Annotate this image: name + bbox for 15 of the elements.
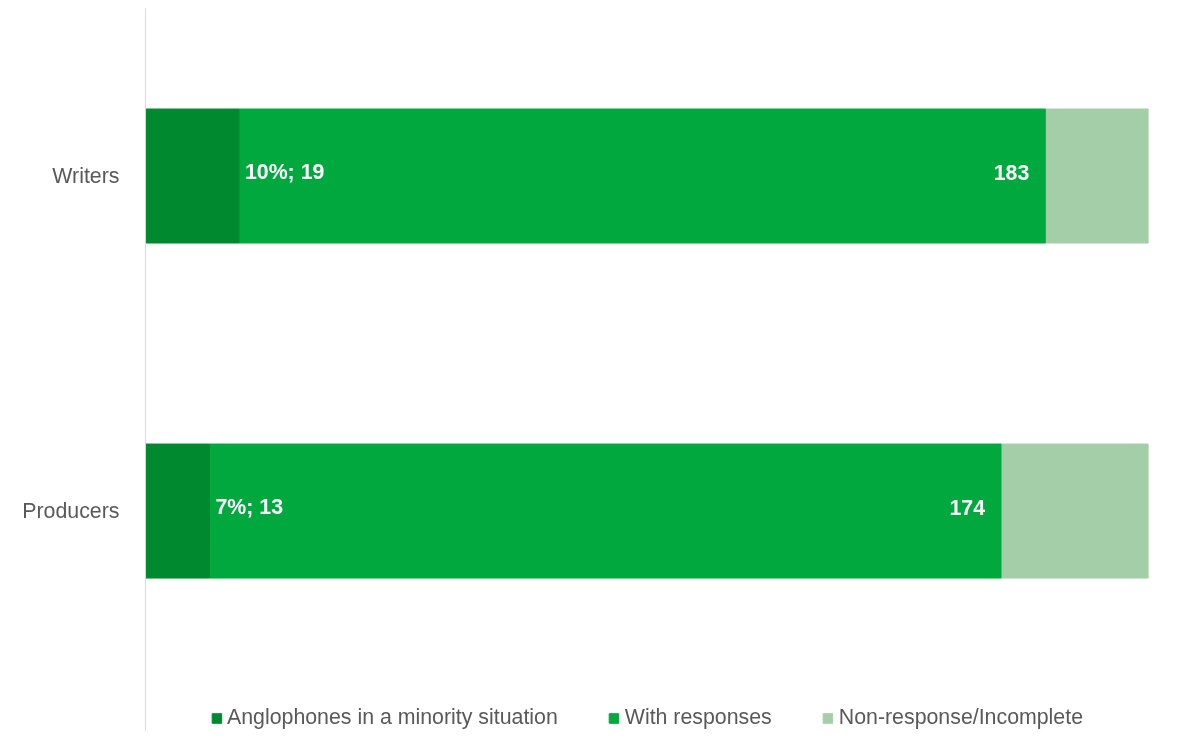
data-label: 7%; 13	[215, 495, 284, 520]
y-tick-label: Writers	[52, 164, 120, 189]
legend-label: With responses	[624, 705, 772, 730]
legend-label: Non-response/Incomplete	[838, 705, 1084, 730]
annotation: 183	[993, 160, 1030, 185]
bar	[145, 443, 210, 579]
bar	[1044, 108, 1149, 244]
annotation: 174	[949, 495, 986, 520]
bar	[1000, 443, 1149, 579]
bar	[208, 443, 1002, 579]
bar	[145, 108, 240, 244]
legend-label: Anglophones in a minority situation	[226, 705, 558, 730]
bar	[238, 108, 1046, 244]
y-tick-label: Producers	[22, 499, 120, 524]
data-label: 10%; 19	[244, 160, 325, 185]
